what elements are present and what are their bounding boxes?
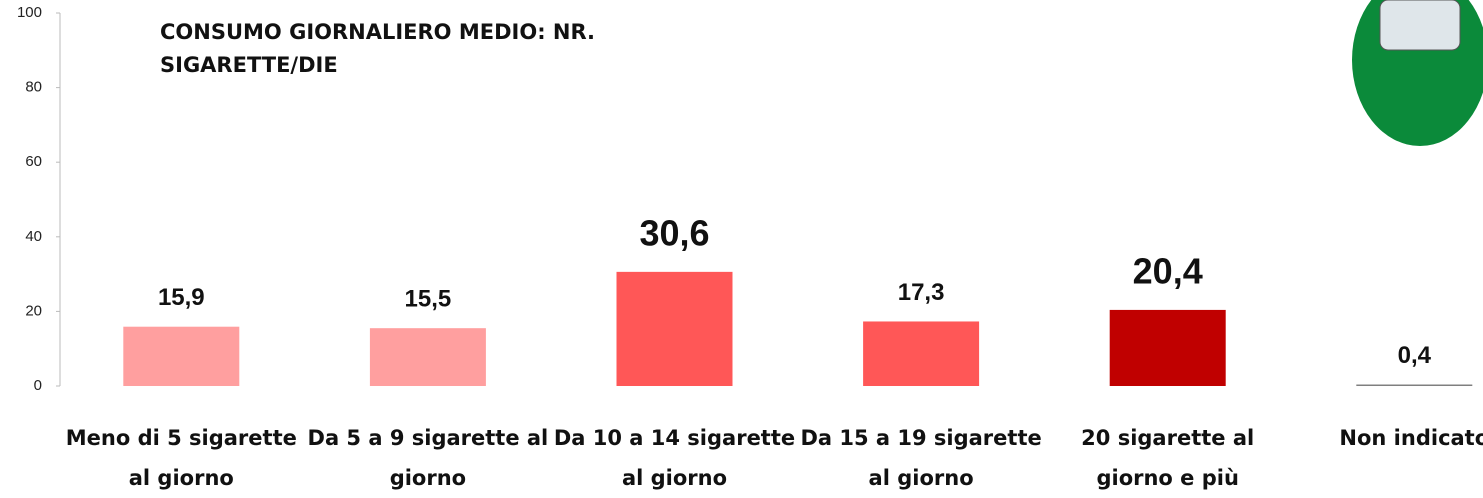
x-tick-label: Non indicato (1291, 418, 1483, 458)
value-label: 17,3 (898, 279, 945, 306)
icon-detail (1380, 0, 1460, 50)
x-tick-label: Da 5 a 9 sigarette al giorno (305, 418, 551, 498)
bar (370, 328, 486, 386)
bar (1110, 310, 1226, 386)
bar (123, 327, 239, 386)
y-tick-label: 20 (25, 302, 42, 319)
value-label: 30,6 (639, 212, 709, 253)
bar (1356, 385, 1472, 387)
y-tick-label: 100 (17, 4, 42, 21)
value-label: 0,4 (1398, 342, 1432, 369)
page: {"chart_data": {"type": "bar", "title": … (0, 0, 1483, 497)
chart-title: CONSUMO GIORNALIERO MEDIO: NR. SIGARETTE… (160, 16, 600, 82)
y-tick-label: 0 (34, 377, 42, 394)
value-label: 15,5 (405, 286, 452, 313)
y-tick-label: 40 (25, 228, 42, 245)
x-tick-label: 20 sigarette al giorno e più (1045, 418, 1291, 498)
y-tick-label: 80 (25, 79, 42, 96)
x-tick-label: Da 15 a 19 sigarette al giorno (798, 418, 1044, 498)
value-label: 15,9 (158, 284, 205, 311)
bar (863, 321, 979, 386)
x-tick-label: Meno di 5 sigarette al giorno (58, 418, 304, 498)
x-tick-label: Da 10 a 14 sigarette al giorno (552, 418, 798, 498)
y-tick-label: 60 (25, 153, 42, 170)
bar (617, 272, 733, 386)
value-label: 20,4 (1133, 250, 1203, 291)
